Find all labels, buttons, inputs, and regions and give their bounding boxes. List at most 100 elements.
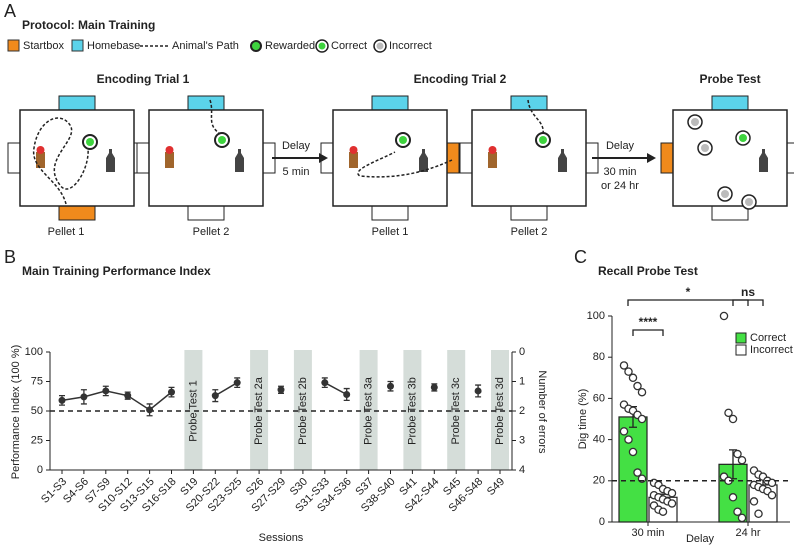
well: [218, 136, 226, 144]
legend-swatch: [250, 40, 262, 52]
y2-tick-label: 1: [519, 375, 525, 387]
legend-swatch: [735, 332, 747, 344]
maze-label: Pellet 2: [193, 226, 230, 238]
y-tick-label: 60: [593, 392, 605, 404]
maze-label: Pellet 1: [372, 226, 409, 238]
data-point: [619, 361, 629, 370]
well: [721, 190, 729, 198]
bottle: [558, 149, 567, 172]
stage-title: Encoding Trial 2: [414, 72, 507, 86]
y-tick-label: 75: [31, 375, 43, 387]
animal-path: [209, 99, 223, 136]
panel-title: Protocol: Main Training: [22, 18, 155, 32]
data-point: [233, 379, 241, 387]
delay-title: Delay: [282, 140, 311, 152]
delay-title: Delay: [606, 140, 635, 152]
legend-label: Homebase: [87, 40, 140, 52]
x-tick-label: 30 min: [631, 527, 664, 539]
x-label: Delay: [686, 533, 715, 545]
y-tick-label: 100: [25, 346, 43, 358]
panel-label: B: [4, 247, 16, 267]
probe-label: Probe Test 3d: [494, 377, 506, 445]
cup-top: [488, 146, 497, 154]
data-point: [633, 381, 642, 391]
stage-title: Encoding Trial 1: [97, 72, 190, 86]
animal-path: [357, 151, 453, 178]
data-point: [737, 455, 747, 465]
data-point: [749, 497, 759, 506]
maze-arm: [58, 205, 96, 221]
data-point: [767, 490, 777, 500]
data-point: [724, 408, 733, 418]
significance-bracket: [732, 299, 764, 306]
data-point: [728, 414, 738, 424]
legend-swatch: [735, 344, 747, 356]
legend-label: Animal's Path: [172, 40, 239, 52]
maze-arm: [660, 142, 674, 174]
y-tick-label: 40: [593, 434, 605, 446]
cup-top: [349, 146, 358, 154]
legend-swatch: [318, 42, 326, 50]
maze-arm: [510, 95, 548, 111]
well: [701, 144, 709, 152]
maze-arm: [786, 142, 794, 174]
data-point: [633, 468, 642, 477]
significance-label: ****: [639, 315, 658, 329]
well: [86, 138, 94, 146]
maze-arm: [510, 205, 548, 221]
maze-arm: [58, 95, 96, 111]
legend-label: Incorrect: [750, 344, 793, 356]
chart-title: Recall Probe Test: [598, 264, 698, 278]
x-tick-label: 24 hr: [735, 527, 760, 539]
data-point: [387, 382, 394, 390]
well: [745, 198, 753, 206]
probe-shade: [447, 350, 466, 470]
probe-shade: [359, 350, 378, 470]
cup-top: [36, 146, 45, 154]
delay-arrow: [319, 153, 328, 163]
probe-shade: [250, 350, 269, 470]
data-point: [719, 311, 729, 321]
panel-label: A: [4, 1, 16, 21]
probe-shade: [491, 350, 509, 470]
data-point: [474, 387, 482, 395]
y2-tick-label: 4: [519, 464, 525, 476]
stage-title: Probe Test: [699, 72, 760, 86]
cup: [488, 152, 497, 168]
data-point: [277, 386, 285, 394]
legend-label: Rewarded: [265, 40, 315, 52]
animal-path: [33, 117, 89, 205]
data-point: [102, 387, 110, 395]
y-tick-label: 100: [587, 310, 605, 322]
maze-arm: [459, 142, 473, 174]
bottle: [419, 149, 428, 172]
data-point: [767, 478, 777, 488]
y-tick-label: 0: [37, 464, 43, 476]
data-point: [624, 435, 633, 444]
delay-text: 30 min: [603, 166, 636, 178]
legend-swatch: [376, 42, 384, 50]
legend-swatch: [71, 39, 84, 52]
data-point: [211, 392, 219, 400]
maze-arm: [711, 205, 749, 221]
delay-text: 5 min: [283, 166, 310, 178]
y-tick-label: 80: [593, 351, 605, 363]
data-point: [80, 393, 88, 401]
cup: [36, 152, 45, 168]
maze-arm: [187, 205, 225, 221]
maze-arm: [7, 142, 21, 174]
data-point: [343, 390, 351, 398]
animal-path: [527, 99, 544, 135]
maze-arm: [187, 95, 225, 111]
probe-label: Probe Test 1: [187, 380, 199, 442]
data-point: [168, 388, 175, 396]
y-label: Performance Index (100 %): [10, 345, 22, 480]
bottle: [106, 149, 115, 172]
legend-label: Correct: [750, 332, 786, 344]
cup: [349, 152, 358, 168]
y-tick-label: 50: [31, 405, 43, 417]
data-point: [146, 406, 154, 414]
probe-shade: [293, 350, 312, 470]
y-tick-label: 20: [593, 475, 605, 487]
data-point: [658, 507, 668, 516]
